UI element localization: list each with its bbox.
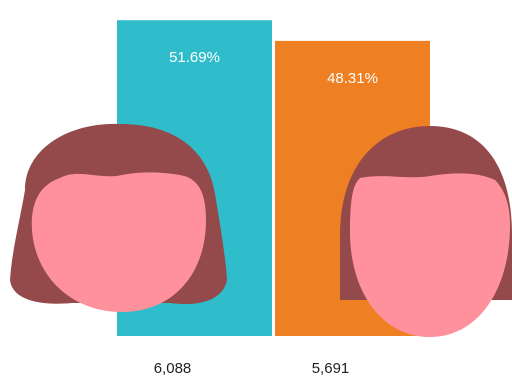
count-label-male: 5,691	[312, 360, 350, 377]
labels-layer: 51.69% 6,088 48.31% 5,691	[154, 49, 378, 377]
male-head-icon	[340, 126, 512, 337]
female-head-icon	[10, 123, 227, 312]
percent-label-female: 51.69%	[169, 49, 220, 66]
count-label-female: 6,088	[154, 360, 192, 377]
percent-label-male: 48.31%	[327, 70, 378, 87]
